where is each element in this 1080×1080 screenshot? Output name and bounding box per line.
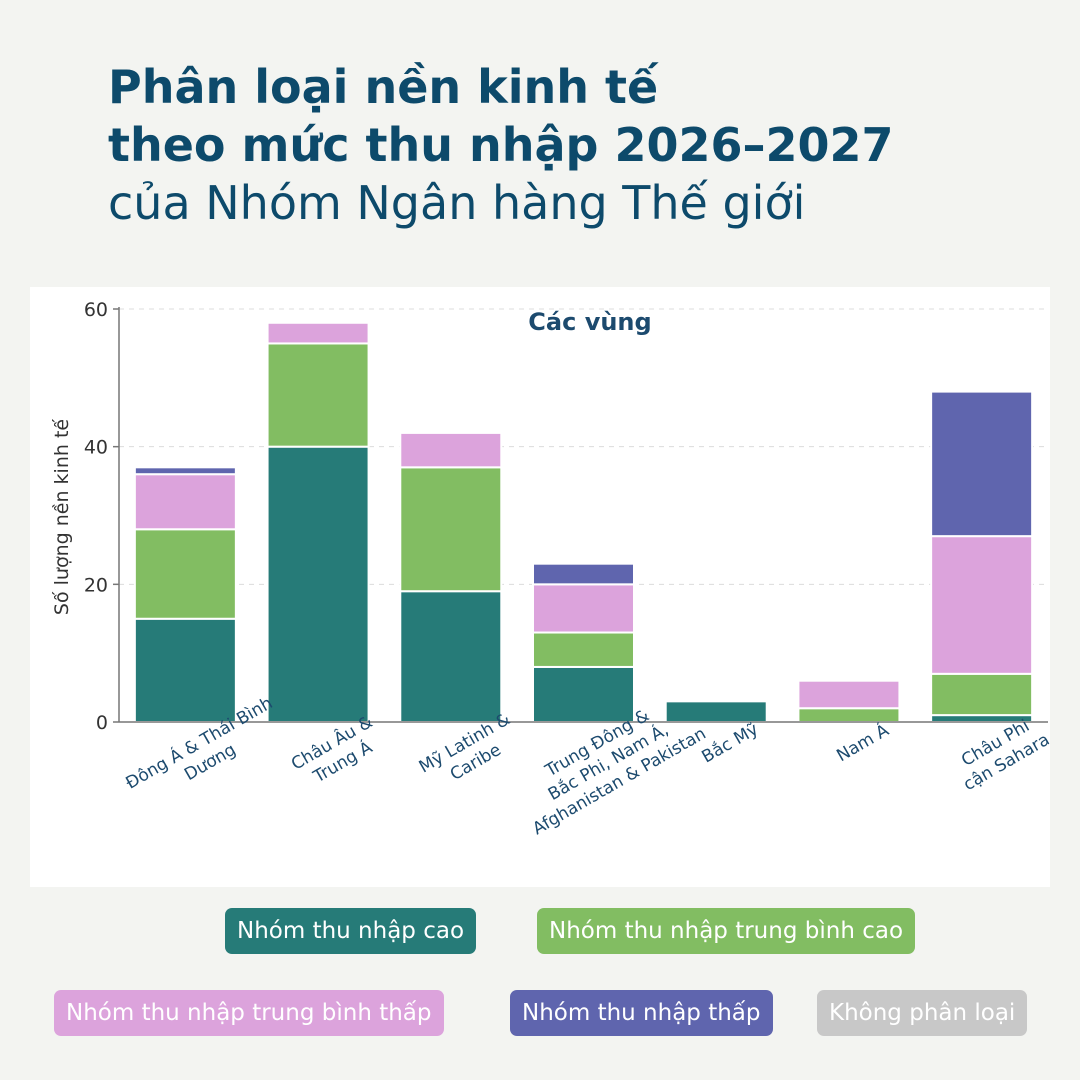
title-line-2: theo mức thu nhập 2026–2027 — [108, 118, 894, 172]
bar-segment — [532, 665, 635, 723]
chart-panel: 0 20 40 60 Đông Á & Thái BìnhDương Châu Âu &… — [30, 287, 1053, 887]
x-tick-label-line: Bắc Mỹ — [698, 718, 762, 767]
title-line-1: Phân loại nền kinh tế — [108, 60, 659, 114]
bar-segment — [133, 466, 237, 476]
bars — [133, 321, 1034, 724]
x-tick-label-text: Châu Phicận Sahara — [949, 711, 1050, 795]
x-tick-label: Nam Á — [832, 719, 892, 767]
bar-segment — [399, 466, 503, 593]
legend-item: Nhóm thu nhập thấp — [510, 990, 773, 1036]
bar-segment — [532, 583, 635, 634]
x-tick-label-text: Nam Á — [832, 719, 892, 767]
chart-title: Các vùng — [528, 308, 651, 336]
y-axis-label: Số lượng nền kinh tế — [51, 419, 73, 615]
bar-segment — [399, 590, 503, 724]
bar-segment — [930, 390, 1034, 538]
bar-segment — [266, 321, 370, 345]
x-tick-label-line: Nam Á — [832, 719, 892, 767]
bar-segment — [532, 562, 635, 586]
bar-segment — [133, 528, 237, 620]
x-tick-label-text: Bắc Mỹ — [698, 718, 762, 767]
x-tick-label: Châu Phicận Sahara — [949, 711, 1053, 795]
y-tick-label: 0 — [96, 712, 108, 734]
bar-segment — [797, 679, 901, 710]
axes — [118, 307, 1048, 723]
y-tick-label: 60 — [84, 299, 108, 321]
legend-item: Không phân loại — [817, 990, 1028, 1036]
bar-segment — [930, 672, 1034, 717]
bar-segment — [266, 445, 370, 724]
gridlines — [119, 308, 1048, 585]
page-title: Phân loại nền kinh tế theo mức thu nhập … — [108, 58, 1048, 232]
bar-segment — [266, 342, 370, 448]
x-tick-label: Bắc Mỹ — [698, 718, 762, 767]
bar-segment — [797, 707, 901, 724]
bar-segment — [133, 617, 237, 723]
bar-segment — [930, 535, 1034, 675]
bar-segment — [133, 473, 237, 531]
y-tick-label: 20 — [84, 574, 108, 596]
legend-item: Nhóm thu nhập trung bình cao — [537, 908, 916, 954]
legend-item: Nhóm thu nhập trung bình thấp — [54, 990, 444, 1036]
y-tick-labels: 0 20 40 60 — [84, 299, 119, 734]
title-line-3: của Nhóm Ngân hàng Thế giới — [108, 176, 806, 230]
y-tick-label: 40 — [84, 437, 108, 459]
bar-segment — [532, 631, 635, 668]
bar-segment — [399, 431, 503, 469]
legend-item: Nhóm thu nhập cao — [225, 908, 477, 954]
